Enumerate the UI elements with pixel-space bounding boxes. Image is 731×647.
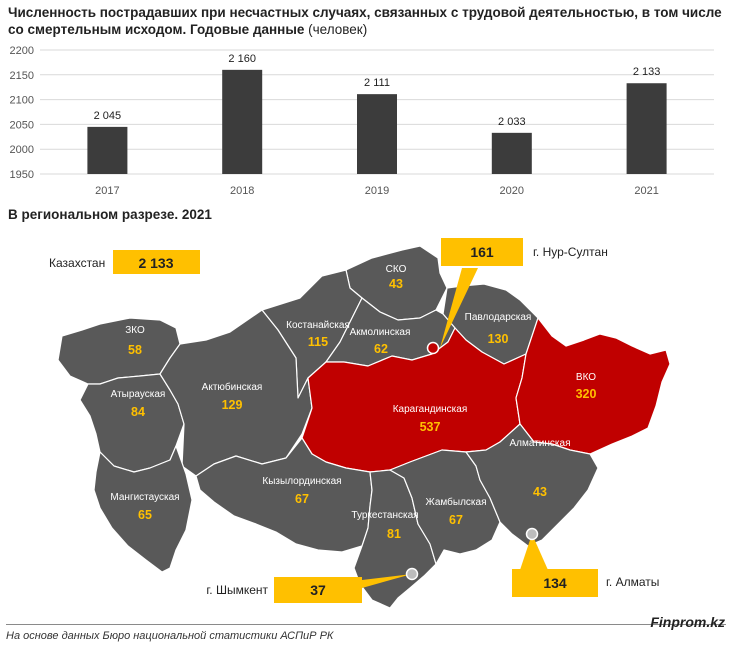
callout-label-nursultan: г. Нур-Султан [533, 245, 608, 259]
callout-label-shymkent: г. Шымкент [206, 583, 268, 597]
callout-pointer-shymkent [362, 574, 412, 588]
y-tick-label: 2150 [10, 70, 34, 82]
region-label-almaty: Алматинская [510, 438, 571, 449]
kazakhstan-map: Казахстан 2 133 161 г. Нур-Султан 37 г. … [49, 238, 671, 609]
bar-value-label: 2 033 [498, 116, 526, 128]
region-label-pavlodar: Павлодарская [465, 312, 532, 323]
x-tick-label: 2017 [95, 185, 119, 197]
region-shape-vko [515, 317, 671, 455]
region-value-aktobe: 129 [222, 398, 243, 412]
callout-boxes: Казахстан 2 133 161 г. Нур-Султан 37 г. … [49, 238, 659, 603]
x-tick-label: 2021 [634, 185, 658, 197]
y-tick-label: 2000 [10, 144, 34, 156]
region-value-almaty: 43 [533, 485, 547, 499]
x-tick-label: 2019 [365, 185, 389, 197]
bar-2018 [222, 69, 263, 174]
marker-almaty [525, 527, 539, 541]
callout-label-almaty: г. Алматы [606, 575, 659, 589]
region-label-karaganda: Карагандинская [393, 404, 468, 415]
x-tick-label: 2020 [500, 185, 524, 197]
region-label-aktobe: Актюбинская [202, 381, 263, 393]
region-value-vko: 320 [576, 387, 597, 401]
region-value-zko: 58 [128, 343, 142, 357]
region-label-kyzylorda: Кызылординская [262, 476, 341, 487]
callout-value-almaty: 134 [543, 575, 567, 591]
callout-value-nursultan: 161 [470, 244, 494, 260]
region-label-turkestan: Туркестанская [351, 510, 418, 521]
region-label-atyrau: Атырауская [111, 389, 166, 400]
region-label-sko: СКО [386, 264, 407, 275]
marker-nursultan [426, 341, 440, 355]
bar-value-label: 2 045 [94, 110, 122, 122]
marker-shymkent [405, 567, 419, 581]
chart-title-text: Численность пострадавших при несчастных … [8, 5, 722, 37]
y-tick-label: 1950 [10, 169, 34, 181]
gridlines: 1950 2000 2050 2100 2150 2200 [10, 45, 714, 181]
map-subtitle: В региональном разрезе. 2021 [8, 207, 212, 222]
region-label-mangystau: Мангистауская [110, 492, 179, 503]
bar-2020 [491, 132, 532, 174]
region-label-zhambyl: Жамбылская [426, 496, 487, 508]
bar-labels: 2 045 2017 2 160 2018 2 111 2019 2 033 2020 2 13… [94, 53, 661, 197]
region-value-sko: 43 [389, 277, 403, 291]
bar-2017 [87, 126, 128, 174]
callout-value-shymkent: 37 [310, 582, 326, 598]
city-markers [362, 268, 548, 588]
x-tick-label: 2018 [230, 185, 254, 197]
bars [87, 69, 667, 174]
callout-box-shymkent [274, 577, 362, 603]
footer-divider [6, 624, 726, 625]
region-label-zko: ЗКО [125, 325, 145, 336]
region-label-kostanay: Костанайская [286, 320, 350, 331]
region-shape-aktobe [159, 309, 313, 477]
region-value-kostanay: 115 [308, 335, 328, 349]
total-callout-label: Казахстан [49, 256, 105, 270]
unit-label: (человек) [308, 22, 368, 37]
total-callout-value: 2 133 [138, 255, 173, 271]
region-shape-zhambyl [389, 449, 501, 565]
region-value-kyzylorda: 67 [295, 492, 309, 506]
region-value-zhambyl: 67 [449, 513, 463, 527]
region-value-atyrau: 84 [131, 405, 145, 419]
bar-value-label: 2 111 [364, 77, 390, 89]
region-shape-almaty [465, 423, 599, 547]
bar-value-label: 2 160 [228, 53, 256, 65]
bar-value-label: 2 133 [633, 66, 661, 78]
map-regions [57, 245, 671, 609]
bar-2019 [357, 94, 397, 174]
total-callout-box [113, 250, 200, 274]
callout-pointer-nursultan [440, 268, 478, 348]
region-value-mangystau: 65 [138, 508, 152, 522]
region-value-pavlodar: 130 [488, 332, 509, 346]
callout-box-nursultan [441, 238, 523, 266]
callout-box-almaty [512, 569, 598, 597]
region-value-karaganda: 537 [420, 420, 441, 434]
chart-title: Численность пострадавших при несчастных … [8, 4, 723, 38]
region-labels: СКО 43 Павлодарская 130 Костанайская 115… [110, 264, 596, 541]
bar-2021 [626, 83, 667, 174]
y-tick-label: 2050 [10, 119, 34, 131]
y-tick-label: 2200 [10, 45, 34, 57]
y-tick-label: 2100 [10, 95, 34, 107]
region-label-vko: ВКО [576, 372, 596, 383]
region-label-akmola: Акмолинская [350, 327, 411, 338]
callout-pointer-almaty [520, 534, 548, 570]
brand-logo: Finprom.kz [650, 614, 725, 630]
region-value-turkestan: 81 [387, 527, 401, 541]
region-value-akmola: 62 [374, 342, 388, 356]
region-shape-mangystau [93, 445, 193, 573]
source-note: На основе данных Бюро национальной стати… [6, 630, 334, 642]
